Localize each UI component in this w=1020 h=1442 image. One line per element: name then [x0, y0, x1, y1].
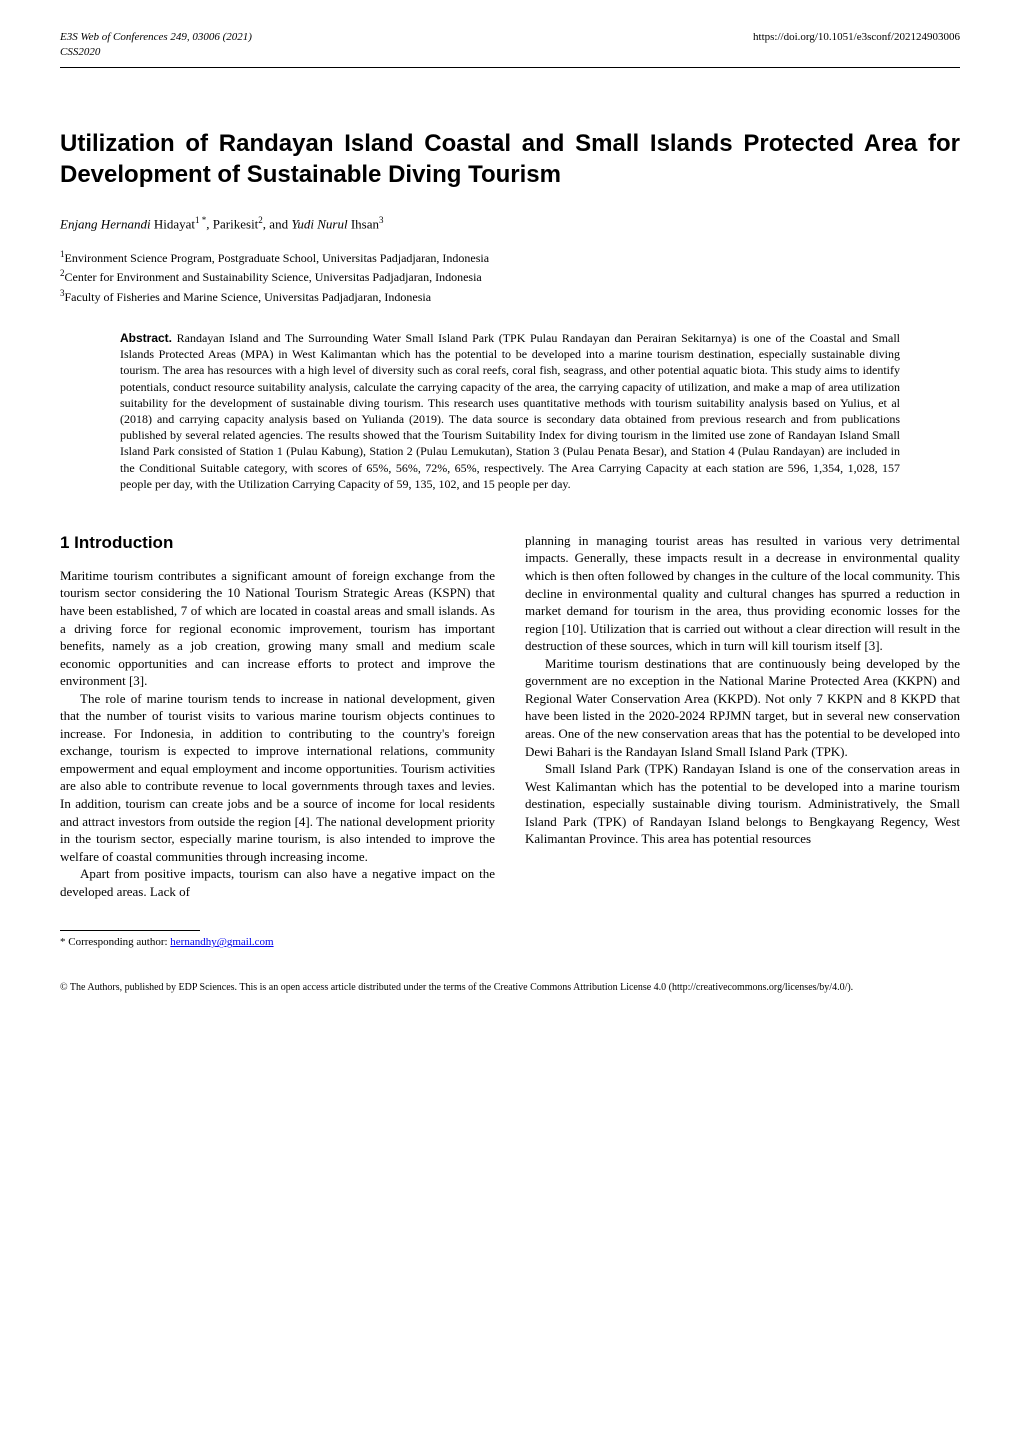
abstract-text: Randayan Island and The Surrounding Wate… — [120, 331, 900, 491]
author-sep-2: , and — [263, 216, 292, 231]
authors-line: Enjang Hernandi Hidayat1 *, Parikesit2, … — [60, 214, 960, 234]
intro-p2: The role of marine tourism tends to incr… — [60, 690, 495, 865]
corresponding-footnote: * Corresponding author: hernandhy@gmail.… — [60, 935, 960, 950]
author-3-last: Ihsan — [348, 216, 379, 231]
running-header: E3S Web of Conferences 249, 03006 (2021)… — [60, 30, 960, 61]
body-columns: 1 Introduction Maritime tourism contribu… — [60, 532, 960, 900]
section-1-heading: 1 Introduction — [60, 532, 495, 555]
affiliation-1: 1Environment Science Program, Postgradua… — [60, 248, 960, 267]
af2-text: Center for Environment and Sustainabilit… — [65, 270, 482, 284]
footnote-email-link[interactable]: hernandhy@gmail.com — [170, 936, 273, 948]
affiliations: 1Environment Science Program, Postgradua… — [60, 248, 960, 306]
author-1-last: Hidayat — [151, 216, 195, 231]
header-divider — [60, 67, 960, 68]
header-left: E3S Web of Conferences 249, 03006 (2021)… — [60, 30, 252, 61]
affiliation-2: 2Center for Environment and Sustainabili… — [60, 267, 960, 286]
author-3-sup: 3 — [379, 215, 384, 225]
license-text: © The Authors, published by EDP Sciences… — [60, 981, 960, 994]
intro-p3: Apart from positive impacts, tourism can… — [60, 865, 495, 900]
footnote-label: * Corresponding author: — [60, 936, 170, 948]
abstract-label: Abstract. — [120, 331, 172, 345]
column-left: 1 Introduction Maritime tourism contribu… — [60, 532, 495, 900]
article-title: Utilization of Randayan Island Coastal a… — [60, 128, 960, 190]
header-event: CSS2020 — [60, 46, 100, 58]
affiliation-3: 3Faculty of Fisheries and Marine Science… — [60, 287, 960, 306]
author-1-sup: 1 * — [195, 215, 206, 225]
header-conference: E3S Web of Conferences 249, 03006 (2021) — [60, 31, 252, 43]
af1-text: Environment Science Program, Postgraduat… — [65, 251, 490, 265]
intro-p6: Small Island Park (TPK) Randayan Island … — [525, 760, 960, 848]
intro-p5: Maritime tourism destinations that are c… — [525, 655, 960, 760]
header-doi: https://doi.org/10.1051/e3sconf/20212490… — [753, 30, 960, 61]
author-2-first: Parikesit — [213, 216, 259, 231]
page-container: E3S Web of Conferences 249, 03006 (2021)… — [0, 0, 1020, 1034]
abstract-block: Abstract. Randayan Island and The Surrou… — [120, 330, 900, 492]
footnote-divider — [60, 930, 200, 931]
intro-p1: Maritime tourism contributes a significa… — [60, 567, 495, 690]
af3-text: Faculty of Fisheries and Marine Science,… — [65, 290, 432, 304]
author-1-first: Enjang Hernandi — [60, 216, 151, 231]
intro-p4: planning in managing tourist areas has r… — [525, 532, 960, 655]
column-right: planning in managing tourist areas has r… — [525, 532, 960, 900]
author-3-first: Yudi Nurul — [291, 216, 347, 231]
